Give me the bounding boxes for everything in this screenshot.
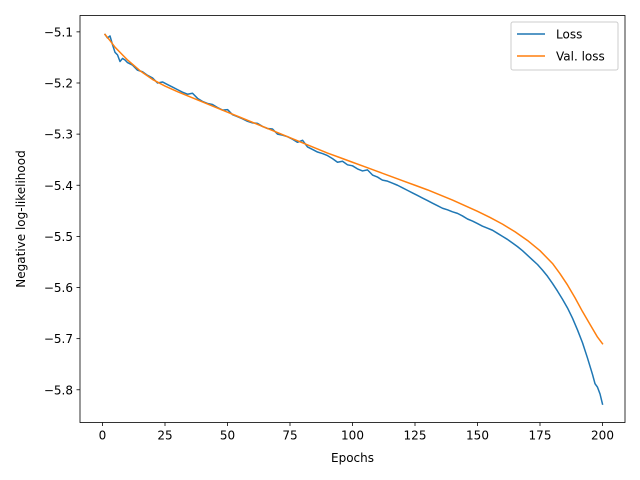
series-line-val-loss xyxy=(103,33,604,345)
y-tick-label: −5.2 xyxy=(44,76,73,90)
y-tick-label: −5.8 xyxy=(44,383,73,397)
y-tick-label: −5.6 xyxy=(44,281,73,295)
x-tick-label: 25 xyxy=(157,429,172,443)
series-line-loss xyxy=(103,33,604,405)
y-tick-label: −5.4 xyxy=(44,179,73,193)
legend-label-val-loss: Val. loss xyxy=(556,50,605,64)
y-tick-label: −5.7 xyxy=(44,332,73,346)
x-tick-label: 175 xyxy=(529,429,552,443)
series-layer xyxy=(103,33,604,405)
x-tick-label: 50 xyxy=(220,429,235,443)
y-axis-label: Negative log-likelihood xyxy=(14,150,28,287)
x-axis-label: Epochs xyxy=(331,451,374,465)
y-tick-label: −5.3 xyxy=(44,128,73,142)
x-tick-label: 125 xyxy=(404,429,427,443)
plot-frame xyxy=(79,15,626,423)
x-tick-label: 75 xyxy=(282,429,297,443)
y-tick-label: −5.1 xyxy=(44,25,73,39)
x-tick-label: 100 xyxy=(341,429,364,443)
x-tick-label: 0 xyxy=(99,429,107,443)
legend: Loss Val. loss xyxy=(510,21,619,71)
x-axis-ticks: 0 25 50 75 100 125 150 175 200 xyxy=(99,422,614,443)
legend-label-loss: Loss xyxy=(556,28,582,42)
x-tick-label: 200 xyxy=(591,429,614,443)
x-tick-label: 150 xyxy=(466,429,489,443)
plot-area xyxy=(80,15,625,423)
y-axis-ticks: −5.1 −5.2 −5.3 −5.4 −5.5 −5.6 −5.7 −5.8 xyxy=(44,25,80,397)
y-tick-label: −5.5 xyxy=(44,230,73,244)
